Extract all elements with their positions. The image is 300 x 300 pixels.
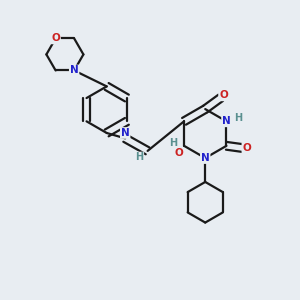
Text: H: H xyxy=(234,113,242,123)
Text: O: O xyxy=(219,90,228,100)
Text: N: N xyxy=(70,65,79,76)
Text: O: O xyxy=(174,148,183,158)
Text: O: O xyxy=(51,33,60,43)
Text: H: H xyxy=(135,152,143,163)
Text: H: H xyxy=(169,138,177,148)
Text: O: O xyxy=(242,143,251,153)
Text: N: N xyxy=(121,128,130,138)
Text: N: N xyxy=(222,116,231,126)
Text: N: N xyxy=(201,153,210,163)
